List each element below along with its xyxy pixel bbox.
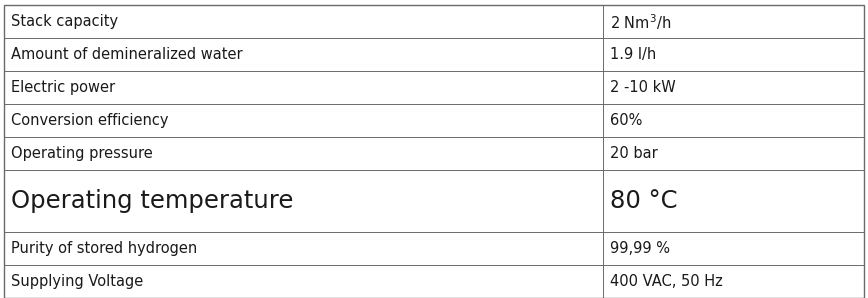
Text: Stack capacity: Stack capacity (11, 14, 118, 29)
Text: 80 °C: 80 °C (610, 189, 678, 213)
Text: Operating pressure: Operating pressure (11, 146, 153, 161)
Text: Supplying Voltage: Supplying Voltage (11, 274, 143, 289)
Text: 1.9 l/h: 1.9 l/h (610, 47, 656, 62)
Text: Operating temperature: Operating temperature (11, 189, 293, 213)
Text: 400 VAC, 50 Hz: 400 VAC, 50 Hz (610, 274, 723, 289)
Text: Electric power: Electric power (11, 80, 115, 95)
Text: Conversion efficiency: Conversion efficiency (11, 113, 168, 128)
Text: 2 Nm$^3$/h: 2 Nm$^3$/h (610, 12, 672, 32)
Text: 99,99 %: 99,99 % (610, 241, 670, 256)
Text: Amount of demineralized water: Amount of demineralized water (11, 47, 243, 62)
Text: 2 -10 kW: 2 -10 kW (610, 80, 676, 95)
Text: 20 bar: 20 bar (610, 146, 658, 161)
Text: 60%: 60% (610, 113, 642, 128)
Text: Purity of stored hydrogen: Purity of stored hydrogen (11, 241, 198, 256)
